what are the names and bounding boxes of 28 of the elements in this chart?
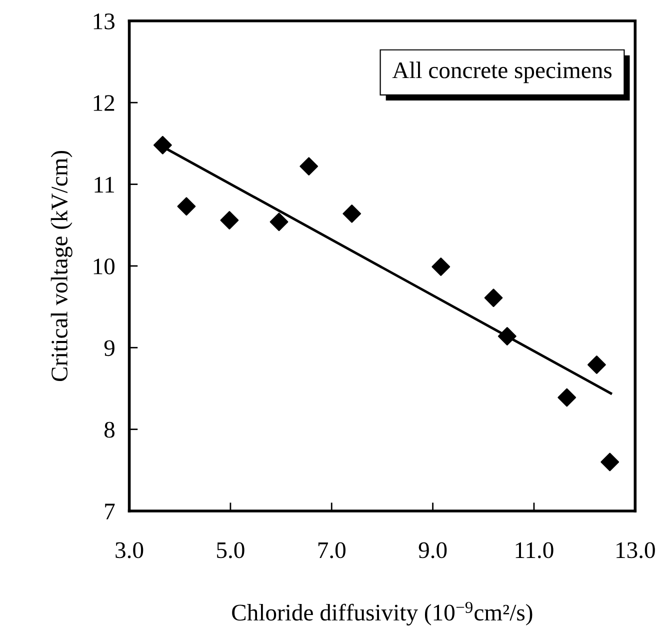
point [177,197,196,216]
point [220,211,239,230]
point [300,157,318,176]
point [432,258,450,276]
y-tick-label: 7 [105,504,115,520]
y-tick-label: 12 [94,95,114,111]
point [558,388,576,407]
annotation: All concrete specimens [392,62,612,84]
x-tick-label: 13.0 [616,542,655,558]
x-tick-label: 11.0 [516,542,554,558]
point [600,452,620,472]
point [153,136,172,154]
y-tick-label: 10 [94,258,114,274]
point [342,204,362,223]
x-tick-label: 9.0 [418,542,447,558]
y-tick-label: 13 [94,13,114,30]
y-tick-label: 8 [104,422,114,438]
y-tick-label: 9 [104,340,114,356]
point [498,327,516,346]
x-axis-title: Chloride diffusivity (10$^{−9}$cm²/s) [232,602,532,626]
x-tick-label: 3.0 [116,542,144,558]
y-axis-title: Critical voltage (kV/cm) [50,150,72,382]
x-tick-label: 7.0 [318,542,346,558]
point [588,356,606,374]
point [484,288,503,308]
x-tick-label: 5.0 [217,542,244,558]
y-tick-label: 11 [94,176,114,192]
point [270,212,288,232]
